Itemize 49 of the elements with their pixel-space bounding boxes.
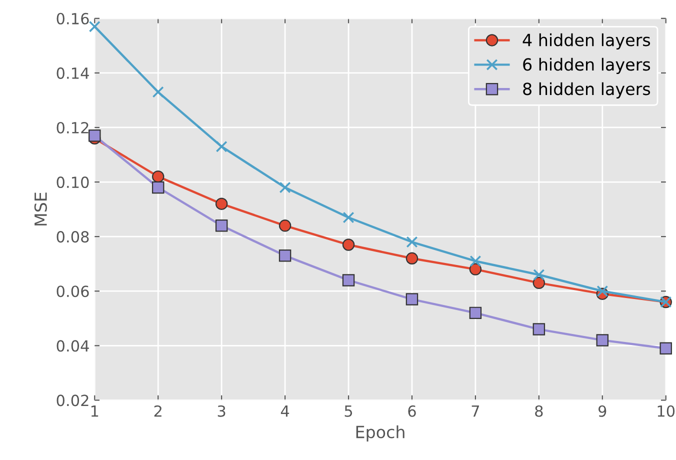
point — [470, 255, 482, 267]
point — [406, 293, 418, 306]
point — [215, 220, 228, 232]
x-tick-label: 10 — [658, 405, 675, 417]
legend-label: 8 hidden layers — [523, 82, 650, 98]
x-tick-label: 9 — [598, 405, 606, 417]
x-tick-label: 6 — [408, 405, 416, 417]
point — [532, 323, 546, 336]
point — [469, 263, 482, 276]
y-tick-label: 0.12 — [56, 122, 88, 134]
point — [406, 252, 418, 264]
y-tick-label: 0.16 — [56, 12, 89, 24]
x-tick-label: 3 — [218, 405, 226, 417]
y-tick-label: 0.04 — [56, 340, 89, 352]
x-tick-label: 5 — [344, 406, 352, 417]
x-tick-label: 7 — [472, 406, 480, 417]
point — [342, 274, 355, 286]
y-tick-label: 0.06 — [56, 286, 89, 298]
y-tick-label: 0.14 — [56, 67, 89, 79]
point — [278, 220, 292, 232]
x-tick-label: 8 — [535, 405, 543, 417]
point — [152, 86, 164, 98]
y-tick-label: 0.10 — [56, 176, 89, 188]
point — [215, 198, 228, 210]
y-tick-label: 0.02 — [56, 394, 88, 406]
point — [596, 285, 608, 297]
y-axis-title: MSE — [34, 192, 47, 226]
y-tick-label: 0.08 — [56, 231, 89, 243]
point — [469, 306, 482, 320]
point — [533, 268, 545, 281]
point — [216, 140, 228, 152]
x-tick-label: 2 — [154, 405, 162, 417]
x-tick-label: 1 — [91, 406, 98, 417]
point — [152, 170, 164, 183]
x-tick-label: 4 — [280, 406, 290, 417]
legend-label: 6 hidden layers — [523, 58, 650, 74]
point — [406, 236, 418, 248]
point — [88, 130, 101, 142]
point — [88, 20, 100, 32]
point — [279, 182, 291, 194]
point — [342, 212, 354, 224]
x-axis-title: Epoch — [356, 425, 404, 442]
point — [152, 181, 164, 194]
point — [278, 250, 292, 262]
point — [660, 342, 672, 354]
point — [532, 276, 546, 290]
point — [596, 334, 608, 346]
legend-label: 4 hidden layers — [522, 33, 650, 50]
point — [342, 238, 355, 251]
